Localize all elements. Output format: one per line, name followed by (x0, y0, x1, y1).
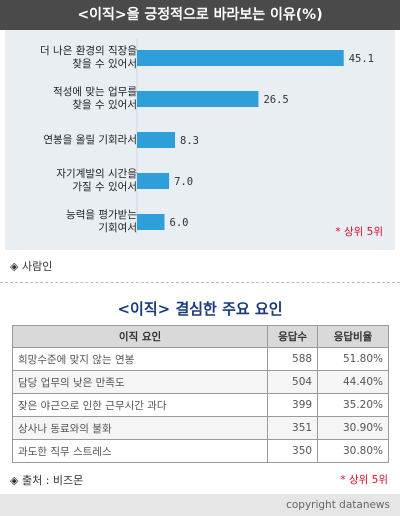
table-row: 희망수준에 맞지 않는 연봉 588 51.80% (11, 347, 389, 371)
table-row: 상사나 동료와의 불화 351 30.90% (11, 416, 389, 440)
factor-cell: 과도한 직무 스트레스 (11, 439, 269, 463)
bar (137, 50, 344, 66)
factor-cell: 담당 업무의 낮은 만족도 (11, 370, 269, 394)
table-row: 잦은 야근으로 인한 근무시간 과다 399 35.20% (11, 393, 389, 417)
ratio-cell: 51.80% (317, 347, 389, 371)
top5-note-table: * 상위 5위 (340, 474, 388, 486)
chart-title: <이직>을 긍정적으로 바라보는 이유(%) (0, 0, 400, 30)
factors-table: 이직 요인 응답수 응답비율 희망수준에 맞지 않는 연봉 588 51.80%… (11, 325, 389, 463)
copyright-footer: copyright datanews (0, 494, 400, 516)
factor-cell: 잦은 야근으로 인한 근무시간 과다 (11, 393, 269, 417)
table-row: 담당 업무의 낮은 만족도 504 44.40% (11, 370, 389, 394)
category-label-line: 기회여서 (98, 222, 137, 234)
table-header-row: 이직 요인 응답수 응답비율 (11, 325, 389, 348)
category-label-line: 더 나은 환경의 직장을 (40, 45, 137, 57)
bar-chart-panel: 45.1 26.5 8.3 7.0 6.0 더 나은 환경의 직장을 찾을 수 있어서 적성… (5, 30, 395, 250)
category-label-line: 자기계발의 시간을 (56, 168, 137, 180)
bar (137, 214, 165, 230)
column-header-ratio: 응답비율 (317, 325, 389, 348)
bar (137, 173, 170, 189)
ratio-cell: 30.80% (317, 439, 389, 463)
category-label-line: 찾을 수 있어서 (72, 99, 137, 111)
bar-value-label: 26.5 (263, 94, 288, 106)
count-cell: 504 (267, 370, 319, 394)
category-label: 적성에 맞는 업무를 찾을 수 있어서 (9, 86, 137, 112)
factor-cell: 희망수준에 맞지 않는 연봉 (11, 347, 269, 371)
factor-cell: 상사나 동료와의 불화 (11, 416, 269, 440)
divider (0, 282, 400, 283)
bar (137, 91, 259, 107)
category-label: 연봉을 올릴 기회라서 (9, 134, 137, 147)
bar-value-label: 45.1 (349, 53, 374, 65)
count-cell: 588 (267, 347, 319, 371)
category-label: 자기계발의 시간을 가질 수 있어서 (9, 168, 137, 194)
ratio-cell: 30.90% (317, 416, 389, 440)
count-cell: 351 (267, 416, 319, 440)
count-cell: 350 (267, 439, 319, 463)
ratio-cell: 44.40% (317, 370, 389, 394)
category-label-line: 연봉을 올릴 기회라서 (43, 133, 137, 146)
bar-value-label: 6.0 (170, 217, 189, 229)
ratio-cell: 35.20% (317, 393, 389, 417)
category-label-line: 가질 수 있어서 (72, 181, 137, 193)
category-label-line: 적성에 맞는 업무를 (53, 86, 137, 98)
category-label: 능력을 평가받는 기회여서 (9, 209, 137, 235)
category-label: 더 나은 환경의 직장을 찾을 수 있어서 (9, 45, 137, 71)
top5-note: * 상위 5위 (335, 226, 383, 238)
bar-chart: 45.1 26.5 8.3 7.0 6.0 (136, 38, 374, 235)
bar (137, 132, 176, 148)
source-saramin: ◈ 사람인 (10, 260, 53, 273)
source-bizmon: ◈ 출처 : 비즈몬 (10, 474, 84, 487)
table-row: 과도한 직무 스트레스 350 30.80% (11, 439, 389, 463)
count-cell: 399 (267, 393, 319, 417)
column-header-factor: 이직 요인 (11, 325, 269, 348)
category-label-line: 능력을 평가받는 (66, 209, 137, 221)
section-title: <이직> 결심한 주요 요인 (117, 300, 283, 318)
category-label-line: 찾을 수 있어서 (72, 58, 137, 70)
column-header-count: 응답수 (267, 325, 319, 348)
bar-value-label: 8.3 (180, 135, 199, 147)
bar-value-label: 7.0 (174, 176, 193, 188)
